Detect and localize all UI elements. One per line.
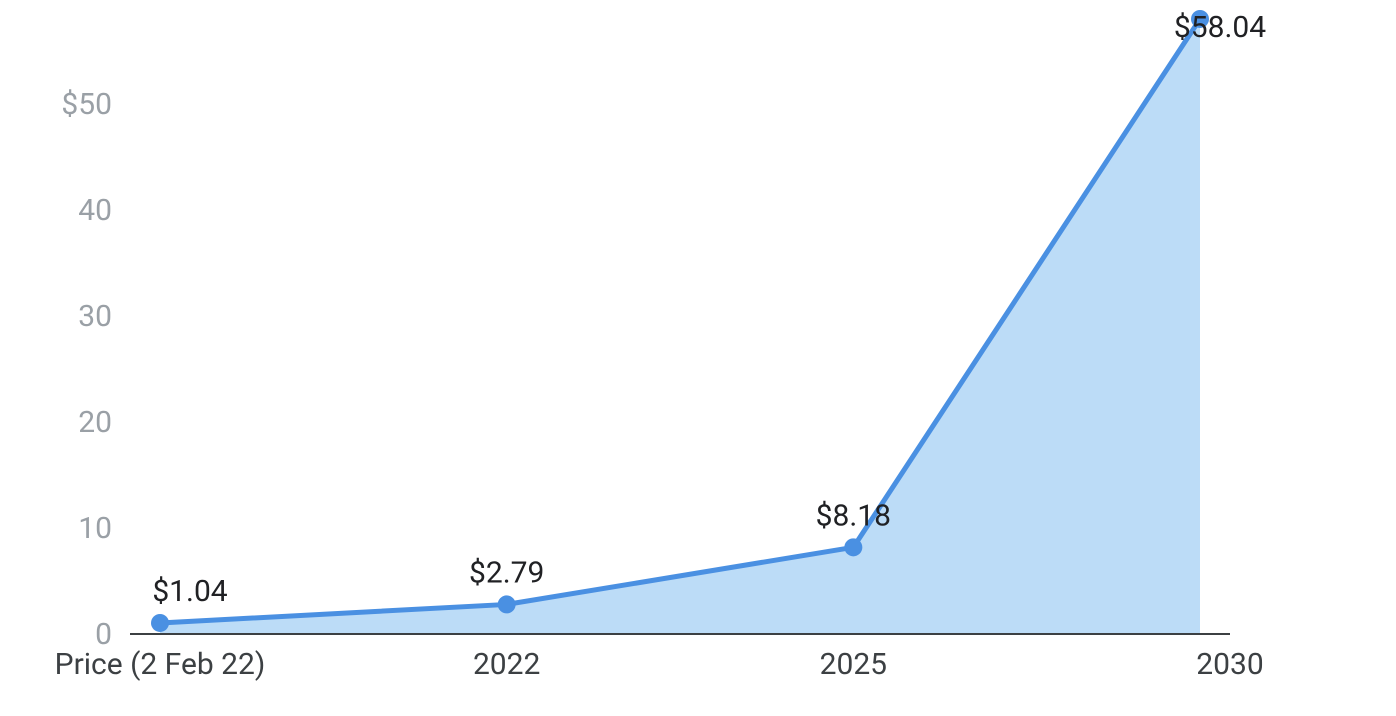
data-point (151, 614, 169, 632)
y-tick-label: 10 (78, 511, 112, 546)
data-point (844, 538, 862, 556)
y-tick-label: 40 (78, 193, 112, 228)
data-label: $8.18 (816, 498, 891, 533)
data-label: $58.04 (1174, 10, 1266, 45)
x-tick-label: Price (2 Feb 22) (55, 647, 266, 682)
y-tick-label: $50 (61, 87, 112, 122)
y-tick-label: 20 (78, 405, 112, 440)
data-point (498, 595, 516, 613)
x-tick-label: 2030 (1196, 647, 1263, 682)
area-fill (160, 19, 1200, 634)
y-tick-label: 30 (78, 299, 112, 334)
x-tick-label: 2022 (473, 647, 540, 682)
chart-svg: 010203040$50$1.04Price (2 Feb 22)$2.7920… (0, 0, 1396, 716)
data-label: $1.04 (152, 574, 227, 609)
price-projection-chart: 010203040$50$1.04Price (2 Feb 22)$2.7920… (0, 0, 1396, 716)
x-tick-label: 2025 (820, 647, 887, 682)
data-label: $2.79 (469, 555, 544, 590)
